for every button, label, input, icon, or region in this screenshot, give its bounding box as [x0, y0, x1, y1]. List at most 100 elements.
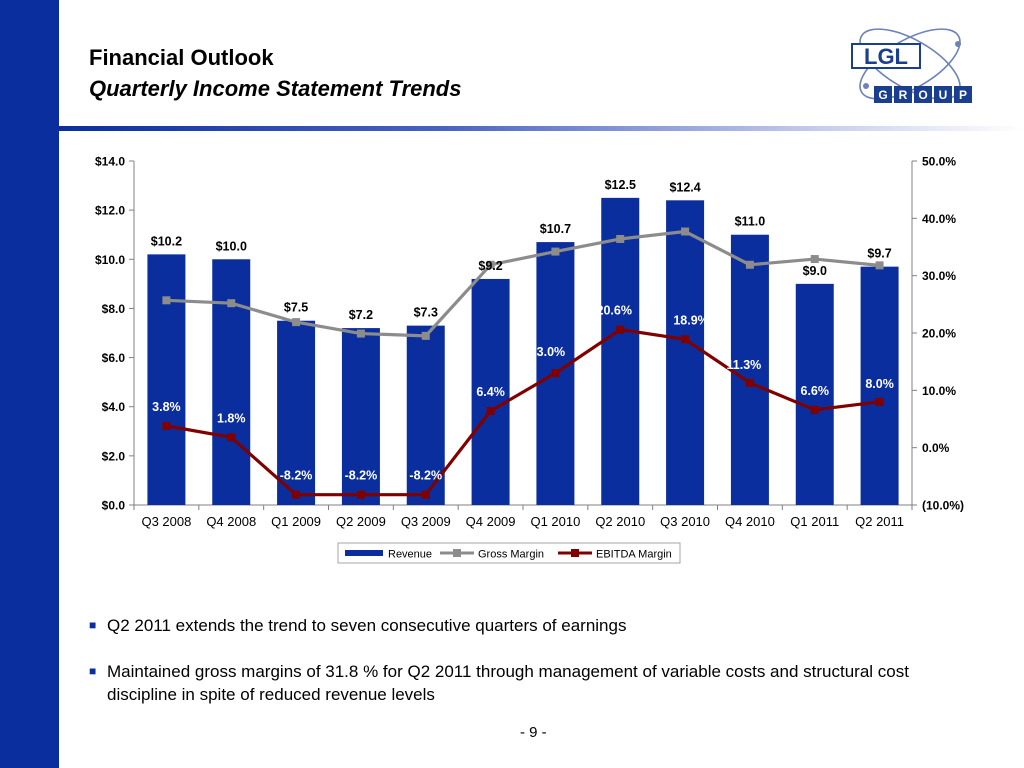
slide-title: Financial Outlook	[89, 45, 274, 70]
ebitda-data-label: 18.9%	[673, 313, 708, 327]
revenue-data-label: $9.0	[803, 264, 827, 278]
series-point	[616, 234, 625, 243]
logo-letter: U	[939, 88, 948, 102]
x-tick-label: Q3 2008	[141, 514, 191, 529]
series-point	[486, 260, 495, 269]
revenue-bar	[730, 234, 769, 505]
chart-legend: Revenue Gross Margin EBITDA Margin	[337, 542, 681, 564]
y-right-tick-label: 10.0%	[922, 384, 956, 398]
bullet-text: Maintained gross margins of 31.8 % for Q…	[107, 662, 909, 704]
logo-letter: G	[878, 88, 887, 102]
revenue-data-label: $10.2	[151, 234, 182, 248]
header-divider	[59, 126, 1024, 131]
revenue-data-label: $10.7	[540, 222, 571, 236]
x-tick-label: Q2 2009	[336, 514, 386, 529]
revenue-bar	[601, 197, 640, 505]
revenue-data-label: $7.2	[349, 308, 373, 322]
legend-marker	[453, 549, 461, 557]
y-right-tick-label: 30.0%	[922, 269, 956, 283]
chart-axes: $0.0 $2.0 $4.0 $6.0 $8.0 $10.0 $12.0 $14.0 (10.0…	[95, 155, 964, 530]
series-point	[810, 405, 819, 414]
ebitda-data-label: 8.0%	[865, 377, 894, 391]
legend-marker	[571, 549, 579, 557]
series-point	[292, 318, 301, 327]
x-tick-label: Q4 2009	[466, 514, 516, 529]
series-point	[745, 260, 754, 269]
ebitda-data-label: 11.3%	[727, 358, 762, 372]
margin-lines	[162, 227, 884, 499]
x-tick-label: Q1 2010	[530, 514, 580, 529]
y-right-tick-label: 40.0%	[922, 212, 956, 226]
series-point	[875, 261, 884, 270]
y-right-tick-label: 20.0%	[922, 327, 956, 341]
y-left-tick-label: $12.0	[95, 204, 125, 218]
x-tick-label: Q2 2011	[855, 514, 904, 529]
logo-letter: R	[899, 88, 908, 102]
x-tick-label: Q3 2010	[660, 514, 710, 529]
revenue-bar	[471, 278, 510, 505]
ebitda-data-label: -8.2%	[409, 469, 442, 483]
revenue-bar	[666, 200, 705, 506]
series-point	[227, 299, 236, 308]
revenue-data-label: $12.5	[605, 178, 636, 192]
series-point	[162, 421, 171, 430]
y-left-tick-label: $0.0	[102, 499, 126, 513]
revenue-data-label: $7.3	[414, 306, 438, 320]
series-point	[681, 335, 690, 344]
legend-label: Revenue	[388, 549, 432, 561]
series-point	[875, 397, 884, 406]
y-left-tick-label: $14.0	[95, 155, 125, 169]
series-line	[166, 229, 880, 338]
series-point	[810, 255, 819, 264]
x-tick-label: Q1 2009	[271, 514, 321, 529]
slide-subtitle: Quarterly Income Statement Trends	[89, 76, 462, 101]
revenue-data-label: $7.5	[284, 301, 308, 315]
series-line	[166, 327, 880, 497]
y-left-tick-label: $6.0	[102, 351, 126, 365]
left-accent-bar	[0, 0, 59, 768]
x-tick-label: Q2 2010	[595, 514, 645, 529]
legend-label: Gross Margin	[478, 549, 544, 561]
legend-label: EBITDA Margin	[596, 549, 672, 561]
series-point	[486, 406, 495, 415]
revenue-bar	[406, 325, 445, 505]
revenue-bar	[147, 254, 186, 505]
ebitda-data-label: 1.8%	[217, 411, 246, 425]
series-point	[551, 369, 560, 378]
logo-letter: P	[959, 88, 967, 102]
logo-letter-box	[874, 86, 892, 103]
y-left-tick-label: $2.0	[102, 449, 126, 463]
x-tick-label: Q3 2009	[401, 514, 451, 529]
revenue-data-label: $12.4	[669, 180, 700, 194]
series-point	[356, 490, 365, 499]
revenue-bar	[341, 328, 380, 505]
page-number: - 9 -	[520, 724, 547, 741]
x-tick-label: Q4 2008	[206, 514, 256, 529]
series-point	[681, 227, 690, 236]
bullet-text: Q2 2011 extends the trend to seven conse…	[107, 616, 627, 635]
y-right-tick-label: 0.0%	[922, 441, 950, 455]
series-point	[356, 329, 365, 338]
ebitda-data-label: 6.4%	[476, 385, 505, 399]
revenue-bars	[147, 197, 899, 506]
logo-text-lgl: LGL	[864, 44, 908, 69]
revenue-bar	[795, 283, 834, 505]
y-right-tick-label: (10.0%)	[922, 499, 964, 513]
y-left-tick-label: $4.0	[102, 400, 126, 414]
revenue-data-label: $9.7	[867, 247, 891, 261]
x-tick-label: Q1 2011	[790, 514, 839, 529]
logo-letter: O	[918, 88, 927, 102]
ebitda-data-label: -8.2%	[280, 469, 313, 483]
ebitda-data-label: -8.2%	[345, 469, 378, 483]
logo-letter-box	[934, 86, 952, 103]
series-point	[421, 331, 430, 340]
revenue-data-label: $10.0	[216, 239, 247, 253]
legend-swatch-revenue	[345, 550, 383, 556]
logo-letter-box	[954, 86, 972, 103]
series-point	[162, 296, 171, 305]
series-point	[745, 378, 754, 387]
series-point	[421, 490, 430, 499]
revenue-bar	[277, 320, 316, 505]
